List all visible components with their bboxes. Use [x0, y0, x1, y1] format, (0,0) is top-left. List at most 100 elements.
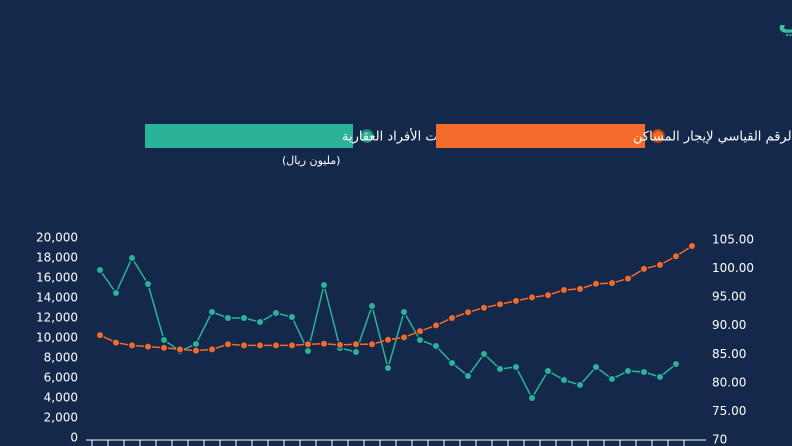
point	[576, 284, 584, 293]
point	[544, 367, 552, 375]
point	[144, 280, 152, 288]
point	[112, 338, 120, 347]
point	[560, 376, 568, 384]
y2-tick-label: 70	[712, 433, 727, 446]
point	[128, 254, 136, 262]
point	[304, 340, 312, 349]
point	[288, 313, 296, 321]
point	[304, 347, 312, 355]
y-tick-label: 20,000	[36, 231, 78, 245]
point	[288, 341, 296, 350]
point	[352, 340, 360, 349]
point	[160, 336, 168, 344]
point	[224, 314, 232, 322]
point	[528, 394, 536, 402]
point	[128, 341, 136, 350]
point	[192, 346, 200, 355]
y-tick-label: 12,000	[36, 311, 78, 325]
point	[176, 345, 184, 354]
y2-tick-label: 105.00	[712, 233, 754, 247]
point	[432, 321, 440, 330]
y2-tick-label: 90.00	[712, 318, 746, 332]
point	[416, 327, 424, 336]
point	[672, 252, 680, 261]
point	[496, 300, 504, 309]
chart-title: للشهر الـ 22 على التوالي	[778, 7, 792, 37]
y-tick-label: 16,000	[36, 271, 78, 285]
point	[96, 331, 104, 340]
point	[320, 339, 328, 348]
point	[528, 293, 536, 302]
y-tick-label: 6,000	[44, 371, 78, 385]
point	[224, 340, 232, 349]
point	[256, 318, 264, 326]
point	[640, 368, 648, 376]
legend-box	[436, 124, 645, 148]
point	[640, 264, 648, 273]
point	[560, 286, 568, 294]
point	[112, 289, 120, 297]
point	[400, 333, 408, 342]
y-tick-label: 14,000	[36, 291, 78, 305]
point	[672, 360, 680, 368]
y2-tick-label: 95.00	[712, 290, 746, 304]
point	[240, 341, 248, 350]
point	[576, 381, 584, 389]
point	[656, 260, 664, 269]
y-tick-label: 18,000	[36, 251, 78, 265]
point	[624, 367, 632, 375]
point	[656, 373, 664, 381]
point	[96, 266, 104, 274]
point	[480, 303, 488, 312]
point	[368, 302, 376, 310]
point	[624, 274, 632, 283]
y2-tick-label: 80.00	[712, 375, 746, 389]
point	[544, 291, 552, 300]
point	[608, 375, 616, 383]
point	[464, 308, 472, 317]
point	[512, 363, 520, 371]
point	[256, 341, 264, 350]
point	[432, 342, 440, 350]
point	[448, 359, 456, 367]
point	[320, 281, 328, 289]
y-tick-label: 4,000	[44, 391, 78, 405]
point	[592, 363, 600, 371]
point	[448, 314, 456, 322]
legend-dot	[360, 129, 374, 143]
point	[608, 279, 616, 288]
y-tick-label: 10,000	[36, 331, 78, 345]
legend-dot	[651, 129, 665, 143]
point	[480, 350, 488, 358]
point	[336, 340, 344, 349]
point	[592, 279, 600, 288]
point	[384, 335, 392, 344]
point	[384, 364, 392, 372]
point	[208, 345, 216, 354]
y2-tick-label: 100.00	[712, 261, 754, 275]
point	[208, 308, 216, 316]
point	[400, 308, 408, 316]
point	[240, 314, 248, 322]
point	[352, 348, 360, 356]
point	[496, 365, 504, 373]
y2-tick-label: 75.00	[712, 404, 746, 418]
point	[272, 341, 280, 350]
point	[160, 343, 168, 352]
subtitle: (مليون ريال)	[282, 154, 340, 167]
point	[416, 336, 424, 344]
y-tick-label: 0	[70, 431, 78, 445]
point	[368, 340, 376, 349]
legend-box	[145, 124, 353, 148]
point	[192, 340, 200, 348]
point	[464, 372, 472, 380]
point	[272, 309, 280, 317]
y-tick-label: 2,000	[44, 411, 78, 425]
legend-label: الرقم القياسي لإيجار المساكن	[633, 130, 792, 145]
y2-tick-label: 85.00	[712, 347, 746, 361]
point	[688, 242, 696, 250]
point	[144, 342, 152, 351]
y-tick-label: 8,000	[44, 351, 78, 365]
